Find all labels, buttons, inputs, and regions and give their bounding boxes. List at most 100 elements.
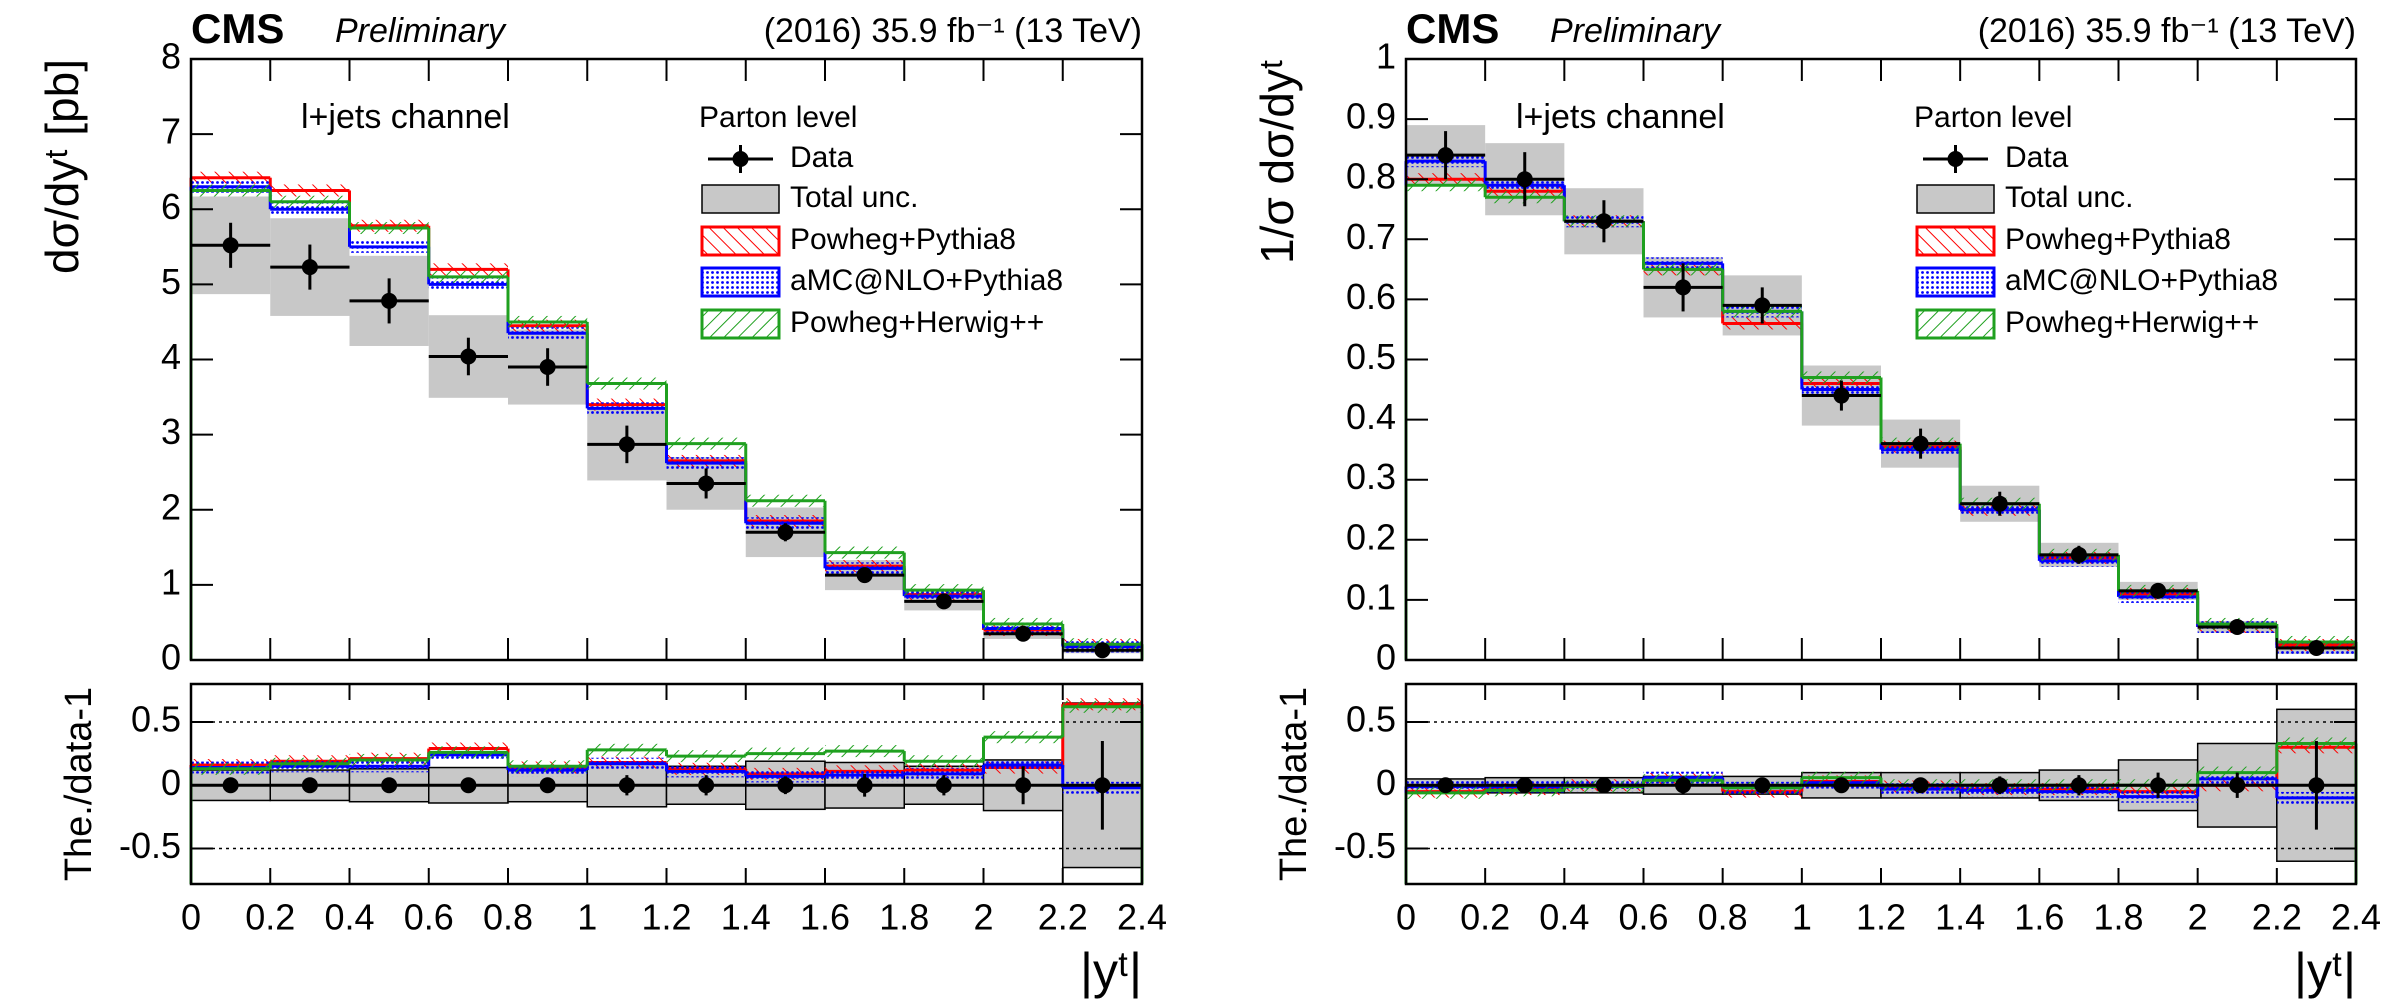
y-tick-label: 0.3 bbox=[1346, 456, 1396, 497]
x-tick-label: 2.4 bbox=[1117, 897, 1167, 938]
legend-label: Total unc. bbox=[2005, 181, 2133, 214]
data-point bbox=[1015, 777, 1032, 794]
data-point bbox=[1437, 147, 1454, 164]
x-tick-label: 1.4 bbox=[721, 897, 771, 938]
data-point bbox=[618, 777, 635, 794]
ratio-axis-title: The./data-1 bbox=[58, 687, 100, 881]
y-axis-title: 1/σ dσ/dyᵗ bbox=[1251, 59, 1303, 264]
x-tick-label: 1.2 bbox=[641, 897, 691, 938]
x-tick-label: 1.8 bbox=[879, 897, 929, 938]
preliminary-label: Preliminary bbox=[1550, 12, 1722, 50]
cms-label: CMS bbox=[1406, 5, 1499, 52]
x-tick-label: 2 bbox=[973, 897, 993, 938]
x-tick-label: 1.4 bbox=[1935, 897, 1985, 938]
data-point bbox=[1754, 297, 1771, 314]
y-tick-label: 2 bbox=[161, 486, 181, 527]
data-point bbox=[539, 777, 556, 794]
data-point bbox=[935, 593, 952, 610]
data-point bbox=[222, 237, 239, 254]
legend-label: aMC@NLO+Pythia8 bbox=[790, 264, 1063, 297]
data-point bbox=[1991, 495, 2008, 512]
x-tick-label: 0 bbox=[1396, 897, 1416, 938]
data-point bbox=[301, 259, 318, 276]
x-tick-label: 0.4 bbox=[324, 897, 374, 938]
y-tick-label: 7 bbox=[161, 111, 181, 152]
data-point bbox=[618, 436, 635, 453]
y-tick-label: 8 bbox=[161, 36, 181, 77]
x-tick-label: 0.6 bbox=[404, 897, 454, 938]
data-point bbox=[1595, 213, 1612, 230]
data-point bbox=[1094, 777, 1111, 794]
data-point bbox=[1833, 777, 1850, 794]
data-point bbox=[460, 777, 477, 794]
y-tick-label: 0.7 bbox=[1346, 216, 1396, 257]
x-tick-label: 2.2 bbox=[2252, 897, 2302, 938]
legend-label: Powheg+Herwig++ bbox=[790, 306, 1044, 339]
y-tick-label: 0.9 bbox=[1346, 96, 1396, 137]
legend-marker bbox=[700, 266, 781, 298]
y-tick-label: 5 bbox=[161, 261, 181, 302]
y-tick-label: 0.5 bbox=[131, 698, 181, 739]
x-tick-label: 2.2 bbox=[1038, 897, 1088, 938]
legend-title: Parton level bbox=[1914, 101, 2072, 134]
data-point bbox=[381, 292, 398, 309]
x-tick-label: 2 bbox=[2188, 897, 2208, 938]
data-point bbox=[2229, 618, 2246, 635]
legend-marker bbox=[1947, 151, 1964, 167]
data-point bbox=[698, 475, 715, 492]
legend-label: Data bbox=[2005, 141, 2069, 174]
data-point bbox=[2070, 546, 2087, 563]
y-tick-label: 0 bbox=[1376, 762, 1396, 803]
y-tick-label: 0.8 bbox=[1346, 156, 1396, 197]
data-point bbox=[777, 777, 794, 794]
x-tick-label: 1.2 bbox=[1856, 897, 1906, 938]
lumi-label: (2016) 35.9 fb⁻¹ (13 TeV) bbox=[764, 12, 1142, 50]
data-point bbox=[1912, 777, 1929, 794]
y-tick-label: 0.4 bbox=[1346, 396, 1396, 437]
x-tick-label: 1.6 bbox=[2014, 897, 2064, 938]
legend-marker bbox=[1915, 266, 1996, 298]
data-point bbox=[856, 777, 873, 794]
data-point bbox=[1754, 777, 1771, 794]
data-point bbox=[2070, 777, 2087, 794]
y-tick-label: 0 bbox=[1376, 637, 1396, 678]
y-axis-title: dσ/dyᵗ [pb] bbox=[36, 59, 88, 274]
legend-marker bbox=[701, 184, 780, 214]
y-tick-label: -0.5 bbox=[1334, 825, 1396, 866]
legend-label: Powheg+Pythia8 bbox=[790, 223, 1016, 256]
data-point bbox=[460, 348, 477, 365]
ratio-axis-title: The./data-1 bbox=[1273, 687, 1315, 881]
x-tick-label: 1 bbox=[577, 897, 597, 938]
legend-marker bbox=[700, 308, 781, 340]
cms-label: CMS bbox=[191, 5, 284, 52]
data-point bbox=[1991, 777, 2008, 794]
data-point bbox=[381, 777, 398, 794]
y-tick-label: 0.5 bbox=[1346, 698, 1396, 739]
y-tick-label: 0 bbox=[161, 762, 181, 803]
y-tick-label: 0.6 bbox=[1346, 276, 1396, 317]
x-tick-label: 1.6 bbox=[800, 897, 850, 938]
y-tick-label: 1 bbox=[161, 561, 181, 602]
y-tick-label: 3 bbox=[161, 411, 181, 452]
legend-label: aMC@NLO+Pythia8 bbox=[2005, 264, 2278, 297]
legend-label: Data bbox=[790, 141, 854, 174]
legend-marker bbox=[1915, 308, 1996, 340]
y-tick-label: 6 bbox=[161, 186, 181, 227]
x-tick-label: 1 bbox=[1792, 897, 1812, 938]
y-tick-label: -0.5 bbox=[119, 825, 181, 866]
x-tick-label: 0.8 bbox=[483, 897, 533, 938]
legend-label: Powheg+Herwig++ bbox=[2005, 306, 2259, 339]
x-tick-label: 1.8 bbox=[2093, 897, 2143, 938]
data-point bbox=[2150, 582, 2167, 599]
channel-label: l+jets channel bbox=[1516, 98, 1725, 136]
x-tick-label: 0 bbox=[181, 897, 201, 938]
plot-frame bbox=[189, 57, 1144, 662]
data-point bbox=[1833, 387, 1850, 404]
data-point bbox=[2308, 639, 2325, 656]
data-point bbox=[539, 359, 556, 376]
data-point bbox=[1595, 777, 1612, 794]
x-tick-label: 0.6 bbox=[1618, 897, 1668, 938]
y-tick-label: 0.5 bbox=[1346, 336, 1396, 377]
preliminary-label: Preliminary bbox=[335, 12, 507, 50]
